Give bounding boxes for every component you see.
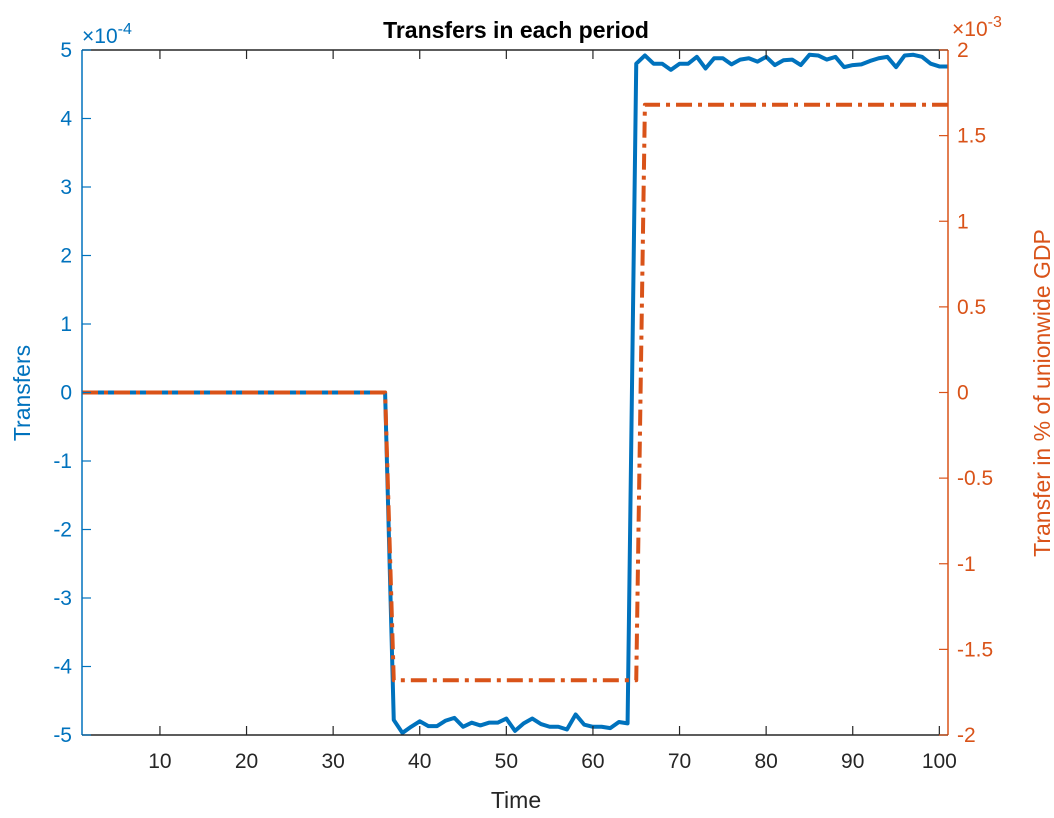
y-tick-label-left: -2 bbox=[53, 519, 72, 542]
y-tick-label-right: -1.5 bbox=[957, 638, 993, 661]
chart-title: Transfers in each period bbox=[383, 17, 649, 43]
right-exponent: ×10-3 bbox=[952, 14, 1002, 41]
y-tick-label-left: 1 bbox=[60, 313, 72, 336]
y-tick-label-left: -1 bbox=[53, 450, 72, 473]
y-tick-label-left: -4 bbox=[53, 656, 72, 679]
series-layer bbox=[82, 52, 948, 735]
x-tick-label: 40 bbox=[408, 750, 431, 773]
y-axis-label-right: Transfer in % of unionwide GDP bbox=[1029, 229, 1054, 557]
y-tick-label-left: -5 bbox=[53, 724, 72, 747]
x-tick-label: 20 bbox=[235, 750, 258, 773]
right-exponent-prefix: ×10 bbox=[952, 18, 988, 41]
left-exponent: ×10-4 bbox=[82, 21, 132, 48]
y-tick-label-right: -2 bbox=[957, 724, 976, 747]
x-tick-label: 80 bbox=[754, 750, 777, 773]
series-line-transfers bbox=[82, 52, 948, 735]
y-axis-label-left: Transfers bbox=[9, 345, 35, 441]
x-tick-label: 10 bbox=[148, 750, 171, 773]
y-tick-label-left: -3 bbox=[53, 587, 72, 610]
right-exponent-power: -3 bbox=[988, 14, 1002, 31]
y-tick-label-right: 0.5 bbox=[957, 296, 986, 319]
left-exponent-power: -4 bbox=[118, 21, 132, 38]
ticks-layer: 10 20 30 40 50 60 70 80 90 100543210-1-2-3-4-521.… bbox=[53, 39, 993, 773]
x-tick-label: 70 bbox=[668, 750, 691, 773]
y-tick-label-left: 2 bbox=[60, 245, 72, 268]
x-tick-label: 90 bbox=[841, 750, 864, 773]
series-line-transfer-pct-gdp bbox=[82, 102, 948, 683]
y-tick-label-right: -0.5 bbox=[957, 467, 993, 490]
y-tick-label-right: 1.5 bbox=[957, 125, 986, 148]
y-tick-label-left: 5 bbox=[60, 39, 72, 62]
y-tick-label-left: 3 bbox=[60, 176, 72, 199]
x-tick-label: 50 bbox=[495, 750, 518, 773]
y-tick-label-right: 2 bbox=[957, 39, 969, 62]
y-tick-label-left: 4 bbox=[60, 108, 72, 131]
y-tick-label-right: 1 bbox=[957, 210, 969, 233]
x-tick-label: 60 bbox=[581, 750, 604, 773]
x-axis-label: Time bbox=[491, 787, 541, 813]
x-tick-label: 30 bbox=[321, 750, 344, 773]
x-tick-label: 100 bbox=[922, 750, 957, 773]
y-tick-label-right: -1 bbox=[957, 553, 976, 576]
y-tick-label-left: 0 bbox=[60, 382, 72, 405]
y-tick-label-right: 0 bbox=[957, 382, 969, 405]
left-exponent-prefix: ×10 bbox=[82, 25, 118, 48]
